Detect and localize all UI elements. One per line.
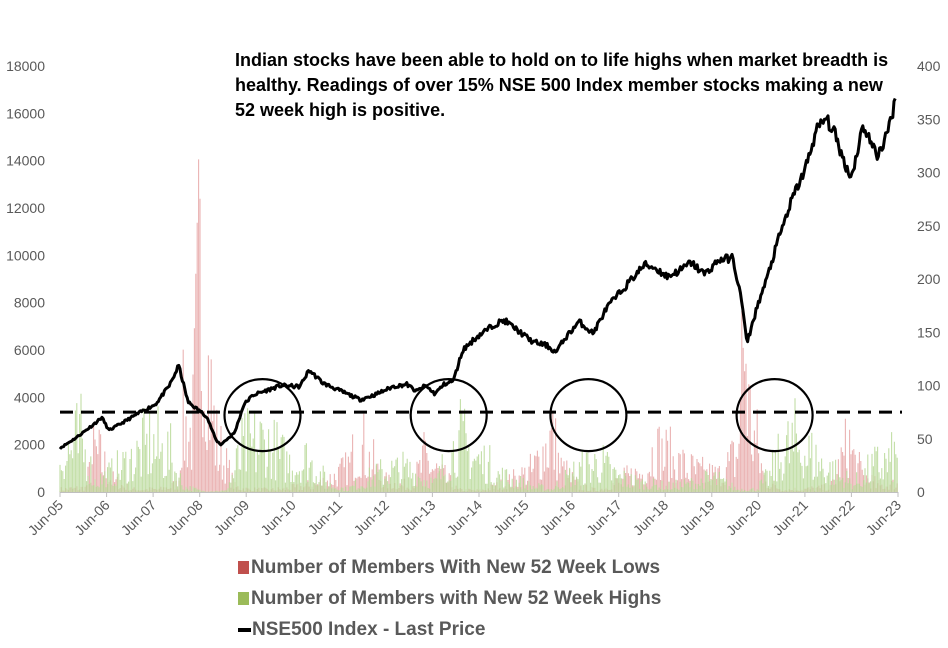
price-series-line — [58, 97, 897, 450]
y-left-tick-label: 16000 — [6, 105, 45, 121]
x-tick-label: Jun-13 — [397, 497, 439, 539]
x-tick-label: Jun-11 — [305, 497, 346, 538]
x-tick-label: Jun-09 — [211, 497, 253, 539]
legend-swatch-lows — [238, 561, 249, 574]
y-left-tick-label: 12000 — [6, 200, 45, 216]
y-left-tick-label: 2000 — [14, 437, 45, 453]
chart-title: Indian stocks have been able to hold on … — [235, 50, 889, 120]
legend-label-lows: Number of Members With New 52 Week Lows — [251, 556, 661, 578]
highlight-circle — [735, 378, 814, 453]
y-axis-right: 0 50 100 150 200 250 300 350 400 — [917, 58, 941, 500]
y-right-tick-label: 400 — [917, 58, 941, 74]
y-right-tick-label: 100 — [917, 378, 941, 394]
y-right-tick-label: 150 — [917, 324, 941, 340]
y-right-tick-label: 300 — [917, 165, 941, 181]
legend: Number of Members With New 52 Week Lows … — [238, 552, 661, 645]
x-tick-label: Jun-19 — [676, 497, 718, 539]
x-tick-label: Jun-05 — [25, 497, 67, 539]
x-tick-label: Jun-14 — [444, 497, 486, 539]
y-right-tick-label: 350 — [917, 111, 941, 127]
x-tick-label: Jun-18 — [630, 497, 672, 539]
x-tick-label: Jun-22 — [816, 497, 858, 539]
legend-item-highs: Number of Members with New 52 Week Highs — [238, 583, 661, 614]
legend-item-price: NSE500 Index - Last Price — [238, 614, 661, 645]
y-right-tick-label: 50 — [917, 431, 933, 447]
y-left-tick-label: 10000 — [6, 247, 45, 263]
highlight-circle — [223, 378, 302, 453]
legend-label-price: NSE500 Index - Last Price — [252, 618, 486, 640]
lows-series-area — [59, 159, 898, 492]
y-left-tick-label: 0 — [37, 484, 45, 500]
y-right-tick-label: 0 — [917, 484, 925, 500]
x-tick-label: Jun-23 — [863, 497, 905, 539]
y-left-tick-label: 4000 — [14, 389, 45, 405]
x-tick-label: Jun-15 — [490, 497, 532, 539]
highlight-circle — [549, 378, 628, 453]
highlight-circle — [409, 378, 488, 453]
y-left-tick-label: 14000 — [6, 153, 45, 169]
y-axis-left: 0 2000 4000 6000 8000 10000 12000 14000 16000 180… — [6, 58, 45, 500]
highlight-circles — [223, 378, 814, 453]
y-left-tick-label: 18000 — [6, 58, 45, 74]
x-tick-label: Jun-06 — [71, 497, 113, 539]
x-tick-label: Jun-08 — [164, 497, 206, 539]
y-left-tick-label: 8000 — [14, 295, 45, 311]
legend-swatch-price — [238, 627, 251, 632]
highs-area-layer — [59, 393, 898, 492]
x-tick-label: Jun-07 — [118, 497, 160, 539]
x-tick-label: Jun-16 — [537, 497, 579, 539]
x-tick-label: Jun-10 — [257, 497, 299, 539]
x-tick-label: Jun-21 — [769, 497, 811, 539]
x-tick-label: Jun-20 — [723, 497, 765, 539]
price-line-layer — [58, 97, 897, 450]
x-tick-label: Jun-12 — [350, 497, 392, 539]
lows-area-layer — [59, 159, 898, 492]
x-axis: Jun-05 Jun-06 Jun-07 Jun-08 Jun-09 Jun-10 Jun-… — [25, 492, 905, 539]
y-right-tick-label: 250 — [917, 218, 941, 234]
legend-swatch-highs — [238, 592, 249, 605]
y-right-tick-label: 200 — [917, 271, 941, 287]
legend-label-highs: Number of Members with New 52 Week Highs — [251, 587, 662, 609]
x-tick-label: Jun-17 — [583, 497, 625, 539]
legend-item-lows: Number of Members With New 52 Week Lows — [238, 552, 661, 583]
highs-series-area — [59, 393, 898, 492]
y-left-tick-label: 6000 — [14, 342, 45, 358]
